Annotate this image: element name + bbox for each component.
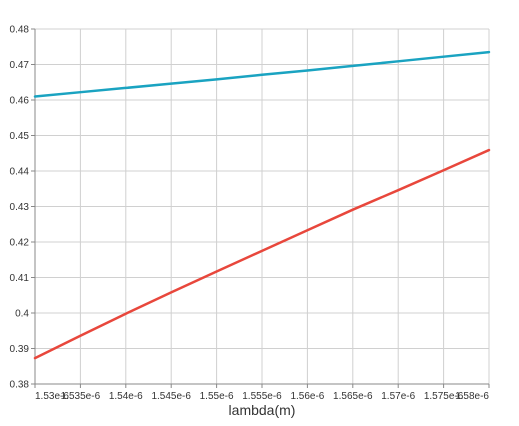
y-tick-label: 0.43: [10, 202, 30, 213]
y-tick-label: 0.4: [15, 309, 29, 320]
y-tick-label: 0.45: [10, 131, 30, 142]
x-tick-label: 1.535e-6: [61, 391, 101, 402]
x-tick-label: 1.54e-6: [109, 391, 143, 402]
x-tick-label: 1.55e-6: [200, 391, 234, 402]
x-tick-label: 1.56e-6: [290, 391, 324, 402]
series-layer: [33, 50, 491, 360]
x-tick-label: 1.58e-6: [455, 391, 489, 402]
y-tick-label: 0.42: [10, 238, 30, 249]
x-tick-label: 1.565e-6: [333, 391, 373, 402]
x-tick-label: 1.545e-6: [151, 391, 191, 402]
tick-labels: 1.53e-61.535e-6 1.54e-6 1.545e-6 1.55e-6 1.5…: [10, 25, 490, 403]
y-tick-label: 0.39: [10, 344, 30, 355]
x-axis-title: lambda(m): [229, 402, 296, 418]
x-tick-label: 1.53e-6: [35, 391, 69, 402]
y-tick-label: 0.41: [10, 273, 30, 284]
axes: [31, 28, 490, 388]
x-tick-label: 1.555e-6: [242, 391, 282, 402]
y-tick-label: 0.47: [10, 60, 30, 71]
series-line-1: [33, 50, 491, 98]
y-tick-label: 0.46: [10, 96, 30, 107]
y-tick-label: 0.38: [10, 380, 30, 391]
series-line-2: [33, 148, 491, 360]
y-tick-label: 0.44: [10, 167, 30, 178]
x-tick-label: 1.575e-6: [424, 391, 464, 402]
x-tick-label: 1.57e-6: [381, 391, 415, 402]
y-tick-label: 0.48: [10, 25, 30, 36]
